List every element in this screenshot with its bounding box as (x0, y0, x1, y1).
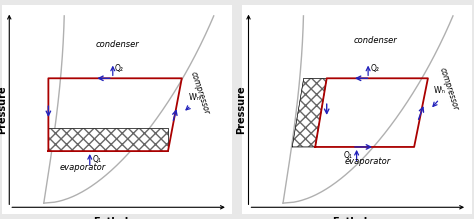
Text: evaporator: evaporator (345, 157, 391, 166)
Text: Wᴵₙ: Wᴵₙ (434, 86, 446, 95)
Text: condenser: condenser (95, 40, 139, 49)
Text: Q₂: Q₂ (370, 64, 379, 73)
Text: Wᴵₙ: Wᴵₙ (189, 93, 201, 102)
Text: Enthalpy: Enthalpy (93, 217, 142, 219)
Text: Enthalpy: Enthalpy (332, 217, 381, 219)
Text: compressor: compressor (438, 66, 460, 111)
Text: Q₁: Q₁ (344, 151, 353, 160)
Text: compressor: compressor (189, 70, 211, 116)
Text: condenser: condenser (353, 36, 397, 45)
Text: Q₂: Q₂ (115, 64, 124, 73)
Text: evaporator: evaporator (60, 163, 106, 172)
Text: Pressure: Pressure (0, 85, 8, 134)
Polygon shape (48, 128, 168, 151)
Text: Q₁: Q₁ (92, 155, 101, 164)
Polygon shape (292, 78, 327, 147)
Text: Pressure: Pressure (237, 85, 246, 134)
